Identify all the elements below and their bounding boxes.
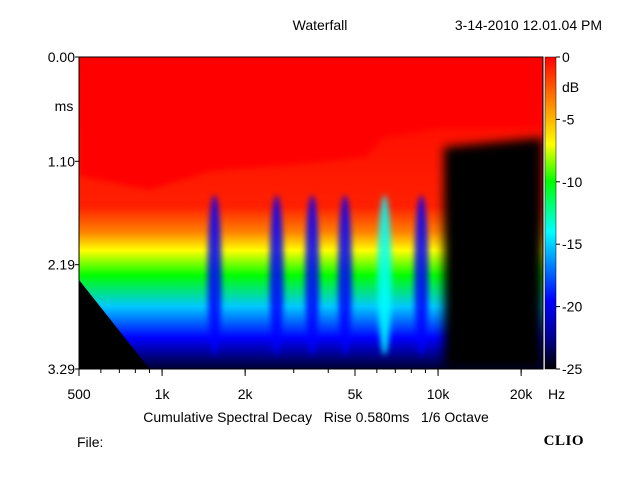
x-axis: 500 1k 2k 5k 10k 20k xyxy=(67,369,533,402)
decay-contour-top xyxy=(79,57,543,190)
colorbar xyxy=(545,57,556,369)
chart-subtitle: Cumulative Spectral Decay Rise 0.580ms 1… xyxy=(143,409,489,425)
ridge-3 xyxy=(338,195,352,356)
y-tick-label: 0.00 xyxy=(48,49,75,65)
colorbar-tick-label: -10 xyxy=(562,174,582,190)
colorbar-tick-label: -25 xyxy=(562,361,582,377)
x-tick-label: 1k xyxy=(155,386,171,402)
x-axis-unit-label: Hz xyxy=(548,386,565,402)
resonance-ridges xyxy=(207,195,429,356)
window-limit xyxy=(79,279,150,369)
ridge-0 xyxy=(207,195,222,356)
y-axis: 0.00 1.10 2.19 3.29 xyxy=(48,49,79,377)
colorbar-tick-label: -5 xyxy=(562,111,575,127)
ridge-5 xyxy=(414,195,429,356)
ridge-1 xyxy=(269,195,284,356)
ridge-4 xyxy=(377,195,392,356)
ridge-2 xyxy=(305,195,320,356)
colorbar-tick-label: 0 xyxy=(562,49,570,65)
x-tick-label: 10k xyxy=(427,386,451,402)
hf-floor xyxy=(443,137,543,369)
x-tick-label: 5k xyxy=(348,386,364,402)
plot-border xyxy=(78,56,544,370)
plot-area xyxy=(79,57,543,369)
colorbar-unit-label: dB xyxy=(562,79,579,95)
x-tick-label: 500 xyxy=(67,386,91,402)
x-tick-label: 2k xyxy=(238,386,254,402)
file-label: File: xyxy=(77,434,104,450)
y-tick-label: 3.29 xyxy=(48,361,75,377)
noise-floor xyxy=(79,137,543,369)
timestamp: 3-14-2010 12.01.04 PM xyxy=(455,17,602,33)
colorbar-ticks: 0 -5 -10 -15 -20 -25 xyxy=(556,49,582,377)
y-axis-unit-label: ms xyxy=(55,98,74,114)
y-tick-label: 1.10 xyxy=(48,153,75,169)
x-tick-label: 20k xyxy=(510,386,534,402)
y-tick-label: 2.19 xyxy=(48,257,75,273)
colorbar-tick-label: -20 xyxy=(562,299,582,315)
clio-logo: CLIO xyxy=(543,433,584,449)
chart-title: Waterfall xyxy=(293,17,348,33)
colorbar-tick-label: -15 xyxy=(562,236,582,252)
